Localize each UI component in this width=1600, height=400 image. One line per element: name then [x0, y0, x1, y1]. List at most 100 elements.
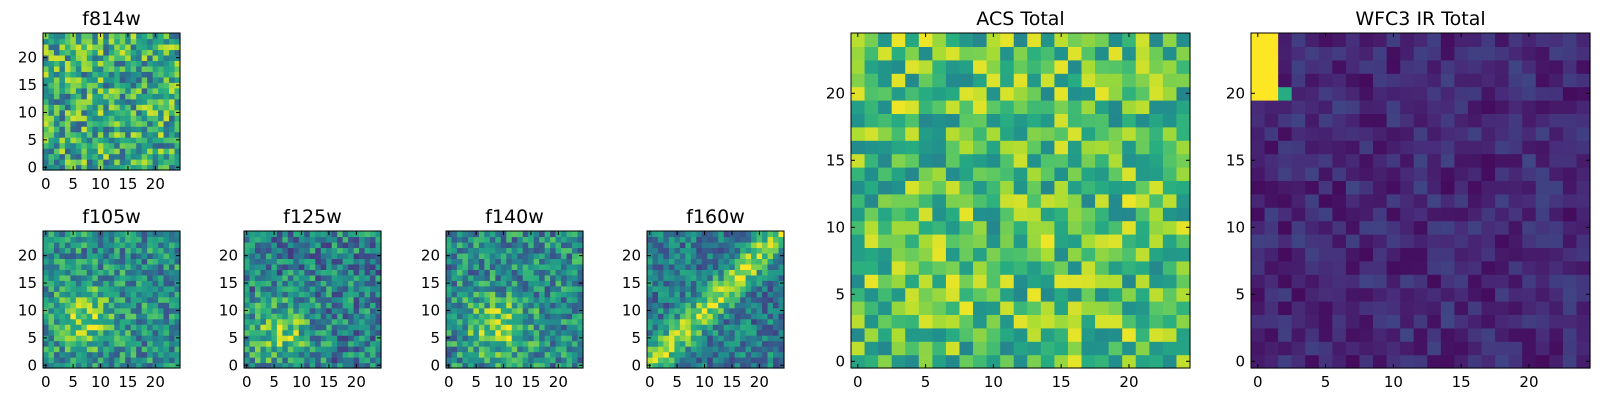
heatmap-cell	[1481, 180, 1496, 195]
heatmap-cell	[119, 236, 126, 243]
heatmap-cell	[169, 241, 176, 249]
heatmap-cell	[1278, 167, 1293, 181]
heatmap-cell	[64, 285, 71, 292]
y-tick-label: 20	[18, 247, 37, 265]
heatmap-cell	[685, 329, 692, 336]
heatmap-cell	[891, 167, 906, 181]
heatmap-cell	[1081, 59, 1096, 74]
heatmap-cell	[484, 357, 491, 364]
heatmap-cell	[707, 252, 714, 259]
heatmap-cell	[1013, 113, 1028, 128]
heatmap-cell	[359, 231, 366, 238]
heatmap-cell	[1522, 301, 1537, 315]
heatmap-cell	[679, 329, 686, 336]
heatmap-cell	[685, 351, 692, 358]
heatmap-cell	[522, 302, 529, 309]
heatmap-cell	[544, 269, 551, 276]
heatmap-cell	[679, 362, 686, 369]
heatmap-cell	[566, 258, 573, 265]
heatmap-cell	[533, 351, 540, 358]
y-tick-label: 5	[27, 131, 37, 149]
heatmap-cell	[103, 252, 110, 259]
heatmap-cell	[685, 285, 692, 292]
heatmap-cell	[696, 258, 703, 265]
heatmap-cell	[81, 357, 88, 364]
heatmap-cell	[756, 247, 763, 254]
heatmap-cell	[97, 258, 104, 265]
heatmap-cell	[158, 120, 165, 127]
heatmap-cell	[701, 291, 708, 298]
heatmap-cell	[86, 98, 93, 105]
heatmap-cell	[331, 351, 338, 358]
heatmap-cell	[152, 357, 159, 364]
heatmap-cell	[1176, 86, 1191, 101]
heatmap-cell	[136, 104, 143, 111]
heatmap-cell	[304, 247, 311, 254]
heatmap-cell	[679, 274, 686, 281]
heatmap-cell	[986, 341, 1001, 356]
heatmap-cell	[517, 258, 524, 265]
heatmap-cell	[451, 313, 458, 320]
heatmap-cell	[905, 46, 920, 61]
heatmap-cell	[451, 269, 458, 276]
heatmap-cell	[478, 307, 485, 314]
heatmap-cell	[130, 324, 137, 331]
heatmap-cell	[647, 351, 654, 358]
heatmap-cell	[973, 113, 988, 128]
heatmap-cell	[566, 340, 573, 347]
heatmap-cell	[462, 280, 469, 287]
y-tick-label: 20	[622, 247, 641, 265]
heatmap-cell	[86, 33, 93, 40]
heatmap-cell	[500, 324, 507, 331]
heatmap-cell	[125, 98, 132, 105]
heatmap-cell	[86, 65, 93, 72]
heatmap-cell	[506, 274, 513, 281]
heatmap-cell	[103, 285, 110, 292]
heatmap-cell	[1013, 180, 1028, 195]
heatmap-cell	[945, 59, 961, 74]
heatmap-cell	[119, 65, 126, 72]
heatmap-cell	[53, 164, 61, 171]
heatmap-cell	[773, 280, 780, 287]
heatmap-cell	[712, 340, 719, 347]
heatmap-cell	[163, 263, 170, 270]
heatmap-cell	[1386, 234, 1401, 248]
heatmap-cell	[1251, 274, 1266, 289]
heatmap-cell	[1013, 220, 1028, 235]
heatmap-cell	[864, 180, 879, 195]
heatmap-cell	[767, 362, 774, 369]
heatmap-cell	[119, 258, 126, 265]
heatmap-cell	[986, 167, 1001, 181]
heatmap-cell	[1440, 153, 1455, 168]
heatmap-cell	[1135, 153, 1150, 168]
heatmap-cell	[533, 247, 540, 254]
heatmap-cell	[959, 247, 974, 262]
heatmap-cell	[163, 324, 170, 331]
heatmap-cell	[566, 302, 573, 309]
heatmap-cell	[174, 43, 181, 51]
heatmap-cell	[1495, 100, 1510, 114]
heatmap-cell	[891, 301, 906, 315]
heatmap-cell	[97, 65, 104, 72]
heatmap-cell	[533, 269, 540, 276]
heatmap-cell	[147, 335, 154, 342]
heatmap-cell	[287, 324, 294, 331]
heatmap-cell	[152, 38, 159, 45]
heatmap-cell	[1291, 301, 1306, 315]
heatmap-cell	[506, 296, 513, 303]
heatmap-cell	[1345, 180, 1361, 195]
heatmap-cell	[1440, 354, 1455, 369]
y-tick-label: 10	[18, 301, 37, 319]
heatmap-cell	[566, 362, 573, 369]
heatmap-cell	[1467, 234, 1483, 248]
heatmap-cell	[254, 296, 262, 303]
heatmap-cell	[75, 263, 82, 270]
heatmap-cell	[353, 252, 360, 259]
heatmap-cell	[528, 263, 535, 270]
heatmap-cell	[53, 362, 61, 369]
heatmap-cell	[92, 291, 99, 298]
heatmap-cell	[75, 280, 82, 287]
heatmap-cell	[1359, 260, 1374, 275]
heatmap-cell	[92, 131, 99, 138]
heatmap-cell	[778, 231, 785, 238]
